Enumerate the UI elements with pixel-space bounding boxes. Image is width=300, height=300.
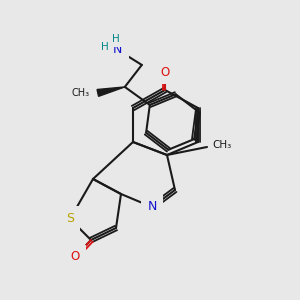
- Text: O: O: [70, 250, 80, 263]
- Polygon shape: [97, 87, 125, 96]
- Text: O: O: [160, 65, 169, 79]
- Text: CH₃: CH₃: [212, 140, 231, 150]
- Text: H: H: [101, 42, 109, 52]
- Text: H: H: [112, 34, 120, 44]
- Text: CH₃: CH₃: [72, 88, 90, 98]
- Text: N: N: [113, 44, 122, 56]
- Text: S: S: [66, 212, 74, 226]
- Text: N: N: [147, 200, 157, 214]
